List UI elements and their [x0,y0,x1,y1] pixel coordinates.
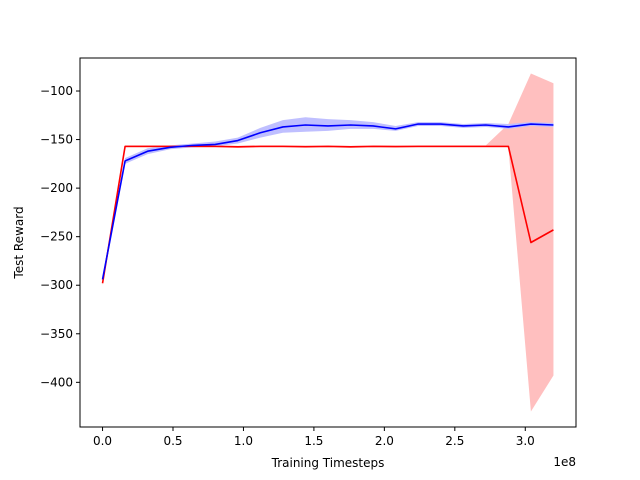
y-axis-label: Test Reward [12,206,26,279]
y-tick-label: −300 [40,278,73,292]
y-axis-ticks: −100 −150 −200 −250 −300 −350 −400 [40,84,80,389]
x-axis-label: Training Timesteps [271,456,385,470]
y-tick-label: −250 [40,230,73,244]
y-tick-label: −150 [40,133,73,147]
x-tick-label: 1.0 [234,434,253,448]
x-axis-ticks: 0.0 0.5 1.0 1.5 2.0 2.5 3.0 [93,427,535,448]
x-tick-label: 2.0 [375,434,394,448]
x-tick-label: 0.5 [163,434,182,448]
x-tick-label: 2.5 [445,434,464,448]
series-lines [101,123,554,284]
x-axis-offset-label: 1e8 [553,455,576,469]
y-tick-label: −400 [40,375,73,389]
y-tick-label: −350 [40,327,73,341]
x-tick-label: 1.5 [304,434,323,448]
y-tick-label: −100 [40,84,73,98]
y-tick-label: −200 [40,181,73,195]
x-tick-label: 0.0 [93,434,112,448]
series-1-line [101,123,554,280]
x-tick-label: 3.0 [516,434,535,448]
plot-frame [79,57,577,428]
